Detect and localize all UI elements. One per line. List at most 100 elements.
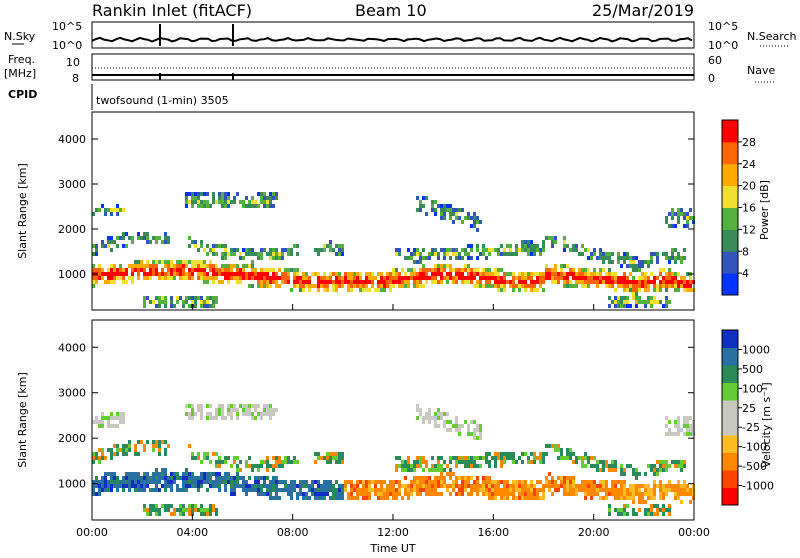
velocity-cell (572, 492, 575, 496)
velocity-cell (527, 492, 530, 496)
power-cell (338, 284, 341, 288)
velocity-cell (164, 440, 167, 444)
power-cell (662, 276, 665, 280)
velocity-cell (266, 408, 269, 412)
power-cell (338, 248, 341, 252)
velocity-cell (128, 440, 131, 444)
power-cell (356, 284, 359, 288)
power-cell (503, 252, 506, 256)
velocity-cell (194, 504, 197, 508)
velocity-cell (395, 464, 398, 468)
power-cell (134, 268, 137, 272)
velocity-cell (683, 460, 686, 464)
power-cell (206, 304, 209, 308)
velocity-cell (290, 488, 293, 492)
velocity-cell (203, 480, 206, 484)
velocity-cell (689, 428, 692, 432)
velocity-cell (239, 484, 242, 488)
velocity-cell (416, 480, 419, 484)
velocity-cell (686, 424, 689, 428)
power-cell (290, 268, 293, 272)
power-cell (464, 276, 467, 280)
power-cell (188, 304, 191, 308)
power-cell (320, 276, 323, 280)
power-cell (113, 276, 116, 280)
velocity-cell (362, 484, 365, 488)
power-cell (284, 248, 287, 252)
velocity-cell (140, 480, 143, 484)
power-cell (380, 272, 383, 276)
velocity-cell (557, 484, 560, 488)
velocity-cell (284, 460, 287, 464)
power-cell (671, 276, 674, 280)
power-cell (629, 284, 632, 288)
velocity-cell (332, 488, 335, 492)
velocity-cell (686, 428, 689, 432)
velocity-cell (221, 476, 224, 480)
power-cell (680, 212, 683, 216)
velocity-cell (215, 508, 218, 512)
velocity-cell (446, 428, 449, 432)
power-cell (461, 276, 464, 280)
power-cell (254, 200, 257, 204)
velocity-cell (365, 492, 368, 496)
velocity-cell (104, 480, 107, 484)
velocity-cell (134, 452, 137, 456)
power-cell (500, 276, 503, 280)
velocity-cell (470, 464, 473, 468)
velocity-cell (167, 508, 170, 512)
velocity-cell (416, 488, 419, 492)
velocity-cell (467, 428, 470, 432)
power-cell (350, 284, 353, 288)
velocity-cell (572, 460, 575, 464)
velocity-cell (644, 512, 647, 516)
velocity-cell (377, 496, 380, 500)
velocity-cell (554, 484, 557, 488)
power-cell (164, 232, 167, 236)
power-cell (260, 268, 263, 272)
velocity-cell (608, 492, 611, 496)
power-cell (371, 276, 374, 280)
velocity-cell (410, 488, 413, 492)
power-cell (440, 272, 443, 276)
power-cell (530, 244, 533, 248)
power-cell (686, 216, 689, 220)
velocity-cell (329, 456, 332, 460)
power-cell (653, 252, 656, 256)
velocity-cell (119, 420, 122, 424)
velocity-cell (677, 460, 680, 464)
velocity-cell (107, 480, 110, 484)
velocity-cell (218, 460, 221, 464)
power-cell (431, 208, 434, 212)
power-cell (563, 284, 566, 288)
power-cell (233, 252, 236, 256)
velocity-cell (533, 488, 536, 492)
velocity-cell (131, 476, 134, 480)
velocity-cell (338, 456, 341, 460)
power-cell (131, 236, 134, 240)
power-cell (440, 248, 443, 252)
power-cell (458, 276, 461, 280)
power-cell (476, 256, 479, 260)
power-cell (212, 280, 215, 284)
power-cell (215, 252, 218, 256)
power-cell (251, 248, 254, 252)
velocity-cell (341, 492, 344, 496)
power-cell (632, 264, 635, 268)
velocity-cell (560, 484, 563, 488)
power-cell (227, 252, 230, 256)
power-cell (542, 276, 545, 280)
power-cell (203, 192, 206, 196)
velocity-cell (116, 452, 119, 456)
x-tick-label: 00:00 (76, 526, 108, 539)
power-cell (170, 296, 173, 300)
velocity-cell (221, 416, 224, 420)
power-cell (308, 276, 311, 280)
power-cell (125, 280, 128, 284)
velocity-cell (137, 484, 140, 488)
velocity-cell (683, 420, 686, 424)
velocity-cell (647, 496, 650, 500)
colorbar-segment (722, 487, 738, 506)
power-cell (335, 276, 338, 280)
power-cell (218, 196, 221, 200)
